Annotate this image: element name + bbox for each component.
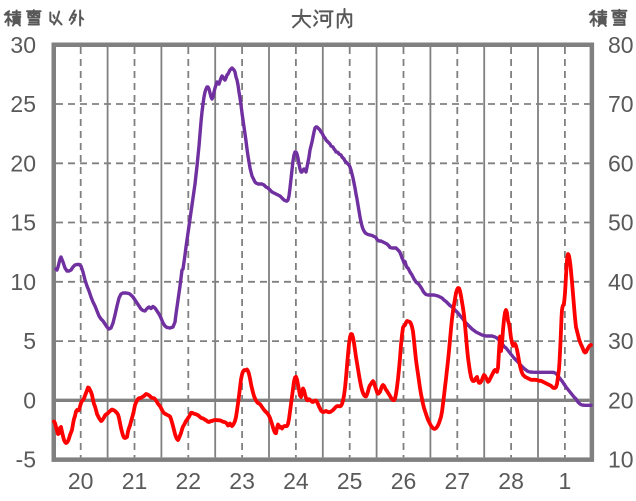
svg-text:21: 21: [122, 468, 148, 494]
svg-text:20: 20: [10, 150, 36, 176]
svg-text:27: 27: [445, 468, 471, 494]
svg-text:30: 30: [608, 328, 634, 354]
svg-text:25: 25: [337, 468, 363, 494]
svg-text:40: 40: [608, 269, 634, 295]
svg-text:70: 70: [608, 91, 634, 117]
svg-text:25: 25: [10, 91, 36, 117]
svg-text:0: 0: [23, 387, 36, 413]
svg-text:22: 22: [176, 468, 202, 494]
svg-text:26: 26: [391, 468, 417, 494]
svg-text:10: 10: [10, 269, 36, 295]
svg-text:60: 60: [608, 150, 634, 176]
svg-text:28: 28: [498, 468, 524, 494]
svg-text:20: 20: [608, 387, 634, 413]
svg-text:20: 20: [68, 468, 94, 494]
svg-text:15: 15: [10, 210, 36, 236]
svg-text:80: 80: [608, 32, 634, 58]
svg-text:-5: -5: [16, 447, 36, 473]
svg-text:50: 50: [608, 210, 634, 236]
svg-text:5: 5: [23, 328, 36, 354]
svg-text:1: 1: [559, 468, 572, 494]
svg-text:24: 24: [283, 468, 309, 494]
svg-text:30: 30: [10, 32, 36, 58]
svg-text:10: 10: [608, 447, 634, 473]
svg-text:23: 23: [229, 468, 255, 494]
